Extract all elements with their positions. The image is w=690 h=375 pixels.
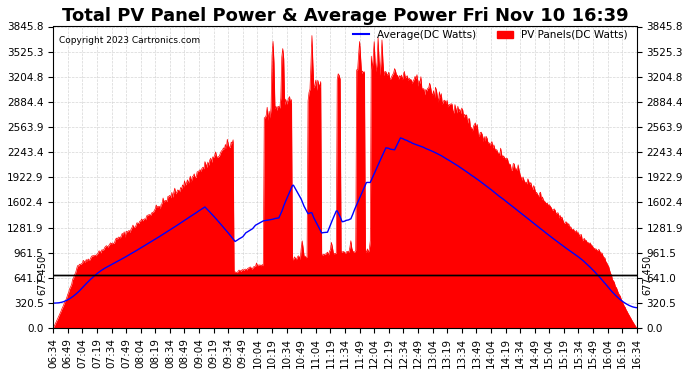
Text: 677.450: 677.450 <box>37 255 48 295</box>
Text: 677.450: 677.450 <box>642 255 653 295</box>
Legend: Average(DC Watts), PV Panels(DC Watts): Average(DC Watts), PV Panels(DC Watts) <box>348 26 631 44</box>
Title: Total PV Panel Power & Average Power Fri Nov 10 16:39: Total PV Panel Power & Average Power Fri… <box>61 7 629 25</box>
Text: Copyright 2023 Cartronics.com: Copyright 2023 Cartronics.com <box>59 36 200 45</box>
